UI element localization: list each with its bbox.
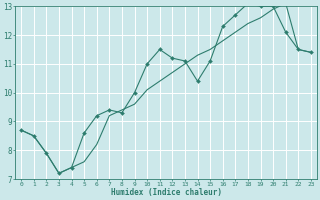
X-axis label: Humidex (Indice chaleur): Humidex (Indice chaleur) xyxy=(110,188,221,197)
